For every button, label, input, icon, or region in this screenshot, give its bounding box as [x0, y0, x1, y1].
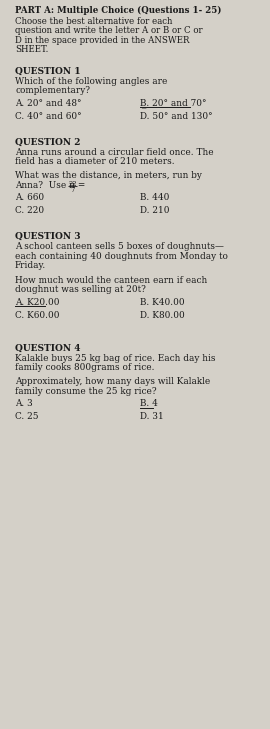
Text: A. K20.00: A. K20.00: [15, 297, 59, 306]
Text: Approximately, how many days will Kalakle: Approximately, how many days will Kalakl…: [15, 377, 210, 386]
Text: C. 220: C. 220: [15, 206, 44, 215]
Text: SHEET.: SHEET.: [15, 45, 48, 54]
Text: B̲. 20° and 70°: B̲. 20° and 70°: [140, 98, 207, 108]
Text: family consume the 25 kg rice?: family consume the 25 kg rice?: [15, 387, 157, 396]
Text: question and write the letter A or B or C or: question and write the letter A or B or …: [15, 26, 202, 35]
Text: complementary?: complementary?: [15, 86, 90, 95]
Text: family cooks 800grams of rice.: family cooks 800grams of rice.: [15, 363, 154, 372]
Text: QUESTION 4: QUESTION 4: [15, 343, 80, 353]
Text: 22: 22: [68, 180, 77, 188]
Text: Choose the best alternative for each: Choose the best alternative for each: [15, 17, 172, 26]
Text: Kalakle buys 25 kg bag of rice. Each day his: Kalakle buys 25 kg bag of rice. Each day…: [15, 354, 215, 362]
Text: Friday.: Friday.: [15, 261, 46, 270]
Text: Which of the following angles are: Which of the following angles are: [15, 77, 167, 85]
Text: field has a diameter of 210 meters.: field has a diameter of 210 meters.: [15, 157, 175, 166]
Text: D. 31: D. 31: [140, 413, 164, 421]
Text: A. 3: A. 3: [15, 399, 33, 408]
Text: B. 4: B. 4: [140, 399, 158, 408]
Text: D. 50° and 130°: D. 50° and 130°: [140, 112, 213, 120]
Text: QUESTION 1: QUESTION 1: [15, 66, 81, 76]
Text: C. 40° and 60°: C. 40° and 60°: [15, 112, 82, 120]
Text: QUESTION 3: QUESTION 3: [15, 233, 81, 241]
Text: D. 210: D. 210: [140, 206, 170, 215]
Text: How much would the canteen earn if each: How much would the canteen earn if each: [15, 276, 207, 284]
Text: D. K80.00: D. K80.00: [140, 311, 185, 319]
Text: Anna runs around a circular field once. The: Anna runs around a circular field once. …: [15, 147, 214, 157]
Text: QUESTION 2: QUESTION 2: [15, 138, 80, 147]
Text: each containing 40 doughnuts from Monday to: each containing 40 doughnuts from Monday…: [15, 252, 228, 261]
Text: A school canteen sells 5 boxes of doughnuts—: A school canteen sells 5 boxes of doughn…: [15, 242, 224, 252]
Text: C. K60.00: C. K60.00: [15, 311, 59, 319]
Text: A. 20° and 48°: A. 20° and 48°: [15, 98, 82, 107]
Text: What was the distance, in meters, run by: What was the distance, in meters, run by: [15, 171, 202, 180]
Text: PART A: Multiple Choice (Questions 1- 25): PART A: Multiple Choice (Questions 1- 25…: [15, 6, 221, 15]
Text: doughnut was selling at 20t?: doughnut was selling at 20t?: [15, 285, 146, 294]
Text: B. 440: B. 440: [140, 193, 169, 202]
Text: B. K40.00: B. K40.00: [140, 297, 185, 306]
Text: A. 660: A. 660: [15, 193, 44, 202]
Text: C. 25: C. 25: [15, 413, 39, 421]
Text: Anna?  Use π =: Anna? Use π =: [15, 181, 88, 190]
Text: D in the space provided in the ANSWER: D in the space provided in the ANSWER: [15, 36, 190, 44]
Text: 7: 7: [71, 186, 75, 194]
